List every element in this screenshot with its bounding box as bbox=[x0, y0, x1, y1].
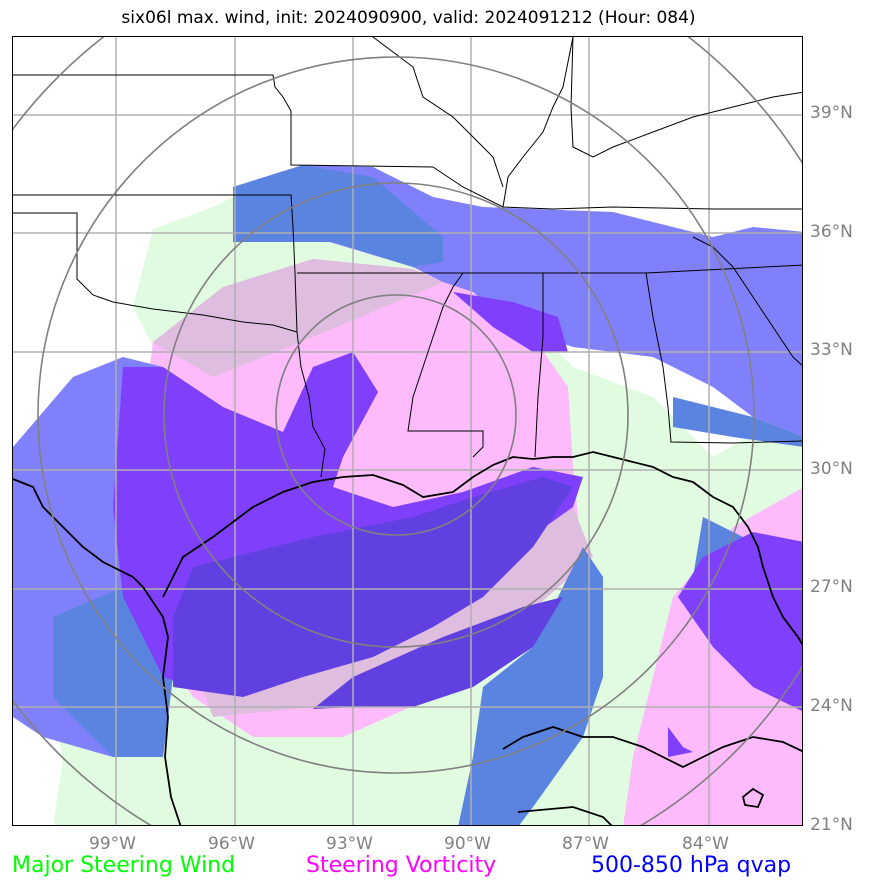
lon-label-93w: 93°W bbox=[326, 834, 373, 854]
vorticity-wind-band bbox=[153, 259, 593, 717]
lat-label-24n: 24°N bbox=[810, 696, 853, 716]
lat-label-39n: 39°N bbox=[810, 103, 853, 123]
legend-qvap: 500-850 hPa qvap bbox=[591, 853, 792, 878]
map-title: six06l max. wind, init: 2024090900, vali… bbox=[121, 8, 696, 28]
lat-label-27n: 27°N bbox=[810, 577, 853, 597]
range-ring-outer bbox=[37, 56, 755, 774]
lon-label-96w: 96°W bbox=[208, 834, 255, 854]
overlap-region-northeast bbox=[453, 292, 568, 352]
map-canvas bbox=[13, 37, 802, 825]
lon-label-84w: 84°W bbox=[682, 834, 729, 854]
lat-label-36n: 36°N bbox=[810, 222, 853, 242]
coastline bbox=[13, 451, 802, 825]
map-panel bbox=[12, 36, 803, 826]
lat-label-33n: 33°N bbox=[810, 340, 853, 360]
range-ring-inner bbox=[275, 294, 517, 536]
lat-label-21n: 21°N bbox=[810, 815, 853, 835]
lon-label-99w: 99°W bbox=[89, 834, 136, 854]
overlap-region-band bbox=[173, 477, 573, 697]
legend-steering-wind: Major Steering Wind bbox=[12, 853, 236, 878]
qvap-region-northwest bbox=[233, 165, 443, 267]
lon-label-90w: 90°W bbox=[444, 834, 491, 854]
range-rings bbox=[13, 37, 802, 825]
range-ring-middle bbox=[163, 182, 629, 648]
legend-steering-vorticity: Steering Vorticity bbox=[306, 853, 497, 878]
lon-label-87w: 87°W bbox=[562, 834, 609, 854]
lat-label-30n: 30°N bbox=[810, 459, 853, 479]
qvap-region-south bbox=[458, 547, 603, 825]
gridlines bbox=[13, 37, 802, 825]
qvap-vorticity-layer bbox=[113, 292, 802, 757]
state-borders bbox=[13, 37, 802, 478]
overlap-region-small bbox=[668, 727, 693, 757]
overlap-region-streamer bbox=[313, 597, 563, 709]
